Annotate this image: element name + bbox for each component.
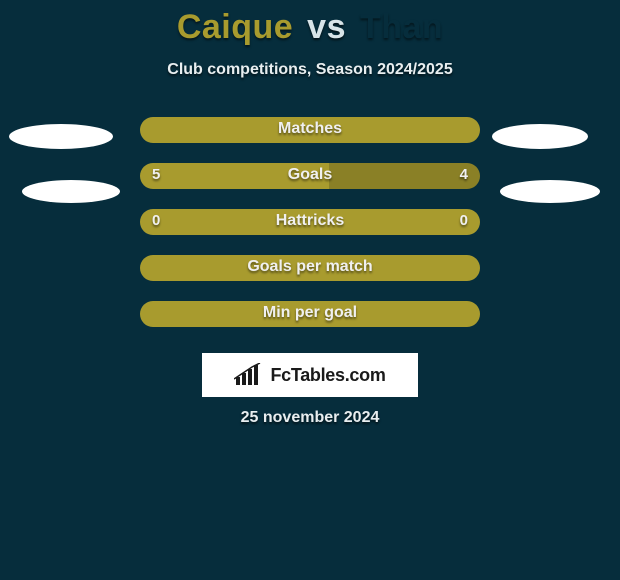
player1-name: Caique	[177, 8, 293, 46]
stat-pill: Goals5 4	[140, 163, 480, 189]
stats-container: Matches Goals5 4 Hattricks0 0 Goals per match…	[0, 117, 620, 347]
stat-value-right: 0	[460, 212, 468, 229]
stat-pill: Min per goal	[140, 301, 480, 327]
stat-row: Hattricks0 0	[0, 209, 620, 255]
stat-label: Hattricks	[140, 212, 480, 230]
stat-row: Min per goal	[0, 301, 620, 347]
subtitle: Club competitions, Season 2024/2025	[0, 61, 620, 79]
stat-label: Min per goal	[140, 304, 480, 322]
stat-pill: Hattricks0 0	[140, 209, 480, 235]
comparison-title: Caique vs Than	[0, 0, 620, 47]
stat-label: Goals per match	[140, 258, 480, 276]
stat-pill: Goals per match	[140, 255, 480, 281]
decorative-ellipse	[500, 180, 600, 203]
stat-label: Matches	[140, 120, 480, 138]
logo-text: FcTables.com	[270, 365, 385, 386]
stat-value-left: 0	[152, 212, 160, 229]
stat-pill: Matches	[140, 117, 480, 143]
date-label: 25 november 2024	[0, 409, 620, 427]
decorative-ellipse	[9, 124, 113, 149]
vs-text: vs	[307, 8, 346, 46]
stat-value-left: 5	[152, 166, 160, 183]
decorative-ellipse	[22, 180, 120, 203]
player2-name: Than	[360, 8, 443, 46]
decorative-ellipse	[492, 124, 588, 149]
stat-value-right: 4	[460, 166, 468, 183]
fctables-logo[interactable]: FcTables.com	[202, 353, 418, 397]
bar-chart-icon	[234, 363, 264, 387]
stat-row: Goals per match	[0, 255, 620, 301]
stat-label: Goals	[140, 166, 480, 184]
